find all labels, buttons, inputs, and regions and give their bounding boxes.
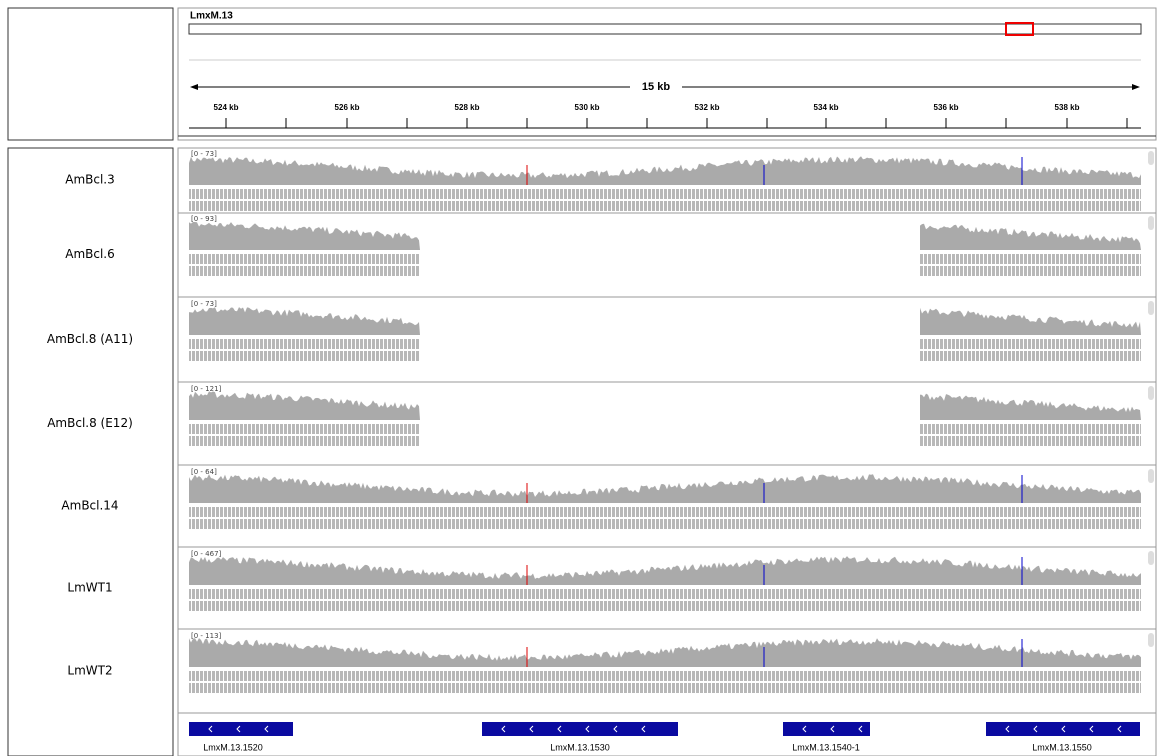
span-label: 15 kb bbox=[642, 81, 670, 93]
scrollbar bbox=[1148, 216, 1154, 230]
gene-label: LmxM.13.1520 bbox=[203, 742, 263, 752]
scrollbar bbox=[1148, 469, 1154, 483]
track-name: AmBcl.6 bbox=[65, 247, 115, 261]
gene bbox=[189, 722, 293, 736]
ideogram bbox=[189, 24, 1141, 34]
ruler-tick-label: 538 kb bbox=[1055, 103, 1080, 112]
track-name: AmBcl.8 (A11) bbox=[47, 332, 133, 346]
data-range: [0 - 73] bbox=[191, 150, 217, 158]
read-row bbox=[189, 254, 420, 264]
read-row bbox=[920, 436, 1141, 446]
igv-window: LmxM.13 15 kb 524 kb 526 kb 528 kb 530 kb 53… bbox=[0, 0, 1163, 756]
ruler-tick-label: 530 kb bbox=[575, 103, 600, 112]
ruler-tick-label: 528 kb bbox=[455, 103, 480, 112]
data-range: [0 - 113] bbox=[191, 632, 222, 640]
scrollbar bbox=[1148, 551, 1154, 565]
data-range: [0 - 121] bbox=[191, 385, 222, 393]
read-row bbox=[189, 436, 420, 446]
track-name: AmBcl.8 (E12) bbox=[47, 416, 133, 430]
track-name: LmWT1 bbox=[67, 581, 112, 595]
read-row bbox=[920, 254, 1141, 264]
read-row bbox=[189, 683, 1141, 693]
ruler-tick-label: 526 kb bbox=[335, 103, 360, 112]
read-row bbox=[189, 589, 1141, 599]
read-row bbox=[189, 201, 1141, 211]
read-row bbox=[189, 266, 420, 276]
data-range: [0 - 467] bbox=[191, 550, 222, 558]
scrollbar bbox=[1148, 151, 1154, 165]
read-row bbox=[920, 339, 1141, 349]
read-row bbox=[189, 507, 1141, 517]
gene-label: LmxM.13.1550 bbox=[1032, 742, 1092, 752]
track-name: LmWT2 bbox=[67, 664, 112, 678]
data-range: [0 - 73] bbox=[191, 300, 217, 308]
name-panel-header bbox=[8, 8, 173, 140]
read-row bbox=[189, 351, 420, 361]
track-name: AmBcl.3 bbox=[65, 173, 115, 187]
data-range: [0 - 93] bbox=[191, 215, 217, 223]
read-row bbox=[189, 519, 1141, 529]
scrollbar bbox=[1148, 301, 1154, 315]
read-row bbox=[189, 189, 1141, 199]
ruler-tick-label: 534 kb bbox=[814, 103, 839, 112]
track-name: AmBcl.14 bbox=[61, 499, 118, 513]
scrollbar bbox=[1148, 633, 1154, 647]
chromosome-label: LmxM.13 bbox=[190, 11, 233, 22]
ruler-tick-label: 524 kb bbox=[214, 103, 239, 112]
gene bbox=[783, 722, 870, 736]
read-row bbox=[920, 351, 1141, 361]
gene-label: LmxM.13.1540-1 bbox=[792, 742, 860, 752]
ruler-tick-label: 536 kb bbox=[934, 103, 959, 112]
gene-label: LmxM.13.1530 bbox=[550, 742, 610, 752]
gene bbox=[986, 722, 1140, 736]
read-row bbox=[189, 601, 1141, 611]
gene bbox=[482, 722, 678, 736]
read-row bbox=[920, 266, 1141, 276]
read-row bbox=[920, 424, 1141, 434]
read-row bbox=[189, 424, 420, 434]
read-row bbox=[189, 339, 420, 349]
scrollbar bbox=[1148, 386, 1154, 400]
ruler-tick-label: 532 kb bbox=[695, 103, 720, 112]
read-row bbox=[189, 671, 1141, 681]
data-range: [0 - 64] bbox=[191, 468, 217, 476]
